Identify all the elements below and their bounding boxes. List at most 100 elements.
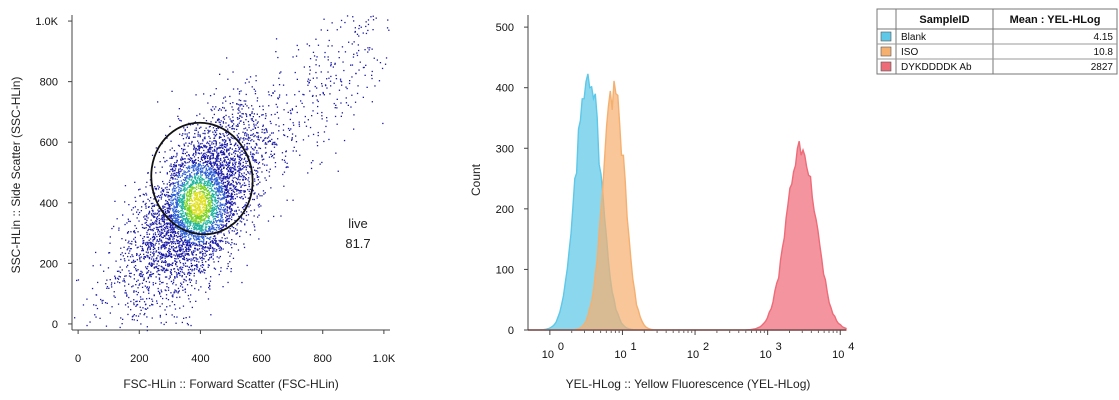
scatter-point <box>362 32 364 34</box>
scatter-point <box>202 164 204 167</box>
scatter-point <box>165 297 168 300</box>
scatter-point <box>205 246 207 249</box>
scatter-point <box>182 210 184 213</box>
scatter-point <box>283 171 286 173</box>
scatter-point <box>246 211 248 213</box>
scatter-point <box>118 275 120 277</box>
scatter-point <box>181 240 183 242</box>
scatter-point <box>200 217 202 219</box>
scatter-point <box>207 150 209 152</box>
scatter-point <box>256 195 258 197</box>
scatter-point <box>209 159 211 161</box>
scatter-point <box>182 233 184 235</box>
scatter-point <box>234 163 237 165</box>
scatter-point <box>213 175 216 178</box>
scatter-point <box>205 216 207 218</box>
scatter-point <box>202 254 204 256</box>
scatter-point <box>197 184 199 186</box>
scatter-point <box>197 133 199 135</box>
scatter-point <box>182 305 185 307</box>
scatter-point <box>228 171 230 173</box>
scatter-point <box>164 161 166 163</box>
scatter-point <box>194 218 196 220</box>
scatter-point <box>264 132 266 134</box>
scatter-point <box>141 250 143 252</box>
scatter-point <box>209 148 211 150</box>
scatter-point <box>234 159 236 161</box>
scatter-point <box>182 185 184 187</box>
scatter-point <box>169 305 171 307</box>
scatter-point <box>183 256 185 258</box>
scatter-point <box>242 179 244 181</box>
scatter-point <box>183 171 185 174</box>
scatter-point <box>233 243 235 245</box>
scatter-point <box>324 56 326 58</box>
scatter-point <box>190 212 192 214</box>
scatter-point <box>234 158 236 160</box>
scatter-point <box>239 162 241 164</box>
scatter-point <box>167 202 170 204</box>
scatter-point <box>153 205 155 207</box>
scatter-point <box>202 139 204 141</box>
scatter-point <box>181 201 184 203</box>
scatter-point <box>140 273 142 275</box>
scatter-point <box>119 276 121 278</box>
scatter-point <box>190 216 192 218</box>
scatter-point <box>171 231 174 233</box>
scatter-point <box>233 155 236 157</box>
scatter-point <box>168 211 170 213</box>
scatter-point <box>153 227 155 230</box>
scatter-point <box>142 243 144 245</box>
scatter-point <box>169 226 171 228</box>
scatter-point <box>167 215 169 218</box>
scatter-point <box>217 168 219 170</box>
scatter-point <box>185 212 187 214</box>
scatter-point <box>220 191 222 193</box>
scatter-point <box>177 175 179 177</box>
scatter-point <box>173 291 175 293</box>
scatter-point <box>213 168 215 170</box>
scatter-point <box>230 210 232 212</box>
scatter-point <box>186 192 189 194</box>
scatter-point <box>216 173 219 175</box>
scatter-point <box>271 132 273 134</box>
scatter-point <box>185 241 187 244</box>
scatter-point <box>166 194 168 196</box>
scatter-point <box>183 182 185 184</box>
scatter-point <box>195 184 197 186</box>
scatter-point <box>193 166 195 168</box>
scatter-point <box>137 279 139 281</box>
scatter-point <box>192 236 195 238</box>
scatter-point <box>189 268 191 270</box>
scatter-point <box>185 195 188 197</box>
scatter-point <box>235 209 237 212</box>
scatter-point <box>234 172 236 175</box>
scatter-point <box>188 274 191 276</box>
scatter-point <box>243 123 245 125</box>
scatter-point <box>190 189 192 191</box>
scatter-point <box>329 80 332 82</box>
scatter-point <box>185 232 187 234</box>
scatter-point <box>200 221 202 223</box>
scatter-point <box>182 215 184 217</box>
scatter-point <box>263 129 265 131</box>
scatter-point <box>203 172 205 174</box>
scatter-point <box>166 268 168 270</box>
scatter-point <box>227 177 229 179</box>
scatter-point <box>212 247 214 250</box>
scatter-point <box>172 281 175 283</box>
scatter-point <box>180 201 182 204</box>
scatter-point <box>190 198 193 200</box>
scatter-point <box>148 281 151 283</box>
scatter-point <box>220 109 222 111</box>
scatter-point <box>198 235 200 237</box>
scatter-point <box>206 216 208 219</box>
scatter-point <box>152 209 154 212</box>
scatter-point <box>249 76 252 78</box>
scatter-point <box>229 173 231 175</box>
scatter-point <box>186 322 189 325</box>
scatter-point <box>228 189 230 191</box>
scatter-point <box>214 174 216 176</box>
scatter-point <box>183 170 185 172</box>
scatter-point <box>173 254 175 256</box>
